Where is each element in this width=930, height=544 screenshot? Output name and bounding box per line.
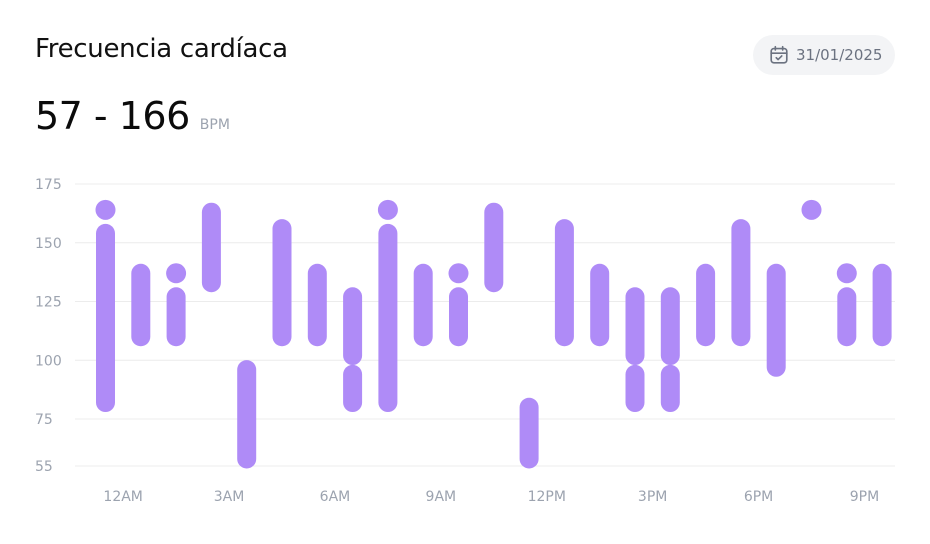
heart-rate-range-bar[interactable] [484, 202, 504, 293]
heart-rate-point[interactable] [801, 199, 822, 220]
x-tick-label: 6AM [320, 489, 351, 505]
heart-rate-range: 57 - 166 BPM [35, 94, 230, 138]
heart-rate-range-bar[interactable] [519, 397, 539, 469]
x-tick-label: 9PM [850, 489, 879, 505]
y-tick-label: 75 [35, 412, 53, 428]
heart-rate-range-bar[interactable] [449, 287, 468, 347]
heart-rate-range-bar[interactable] [625, 364, 645, 413]
heart-rate-range-bar[interactable] [696, 263, 716, 347]
heart-rate-range-bar[interactable] [660, 364, 680, 413]
heart-rate-range-bar[interactable] [413, 263, 433, 347]
heart-rate-range-bar[interactable] [272, 219, 292, 347]
heart-rate-range-bar[interactable] [625, 287, 645, 366]
y-tick-label: 150 [35, 236, 62, 252]
y-tick-label: 100 [35, 353, 62, 369]
heart-rate-range-bar[interactable] [201, 202, 221, 293]
heart-rate-range-bar[interactable] [766, 263, 786, 377]
heart-rate-range-bar[interactable] [237, 360, 257, 469]
heart-rate-point[interactable] [377, 199, 398, 220]
heart-rate-range-bar[interactable] [660, 287, 680, 366]
calendar-icon [770, 45, 788, 64]
y-tick-label: 175 [35, 177, 62, 193]
page-title: Frecuencia cardíaca [35, 34, 288, 64]
heart-rate-range-bar[interactable] [131, 263, 151, 347]
y-tick-label: 125 [35, 295, 62, 311]
heart-rate-range-bar[interactable] [378, 223, 398, 413]
date-label: 31/01/2025 [796, 46, 883, 64]
heart-rate-range-bar[interactable] [837, 287, 857, 347]
range-value: 57 - 166 [35, 94, 190, 138]
y-tick-label: 55 [35, 459, 53, 475]
x-tick-label: 9AM [426, 489, 457, 505]
heart-rate-range-bar[interactable] [307, 263, 327, 347]
x-tick-label: 12AM [103, 489, 142, 505]
heart-rate-range-bar[interactable] [343, 287, 363, 366]
heart-rate-range-bar[interactable] [96, 223, 115, 413]
heart-rate-range-bar[interactable] [166, 287, 186, 347]
heart-rate-range-bar[interactable] [731, 219, 751, 347]
date-picker-button[interactable]: 31/01/2025 [753, 35, 895, 75]
range-unit: BPM [199, 117, 230, 133]
heart-rate-range-bar[interactable] [872, 263, 892, 347]
x-tick-label: 12PM [528, 489, 566, 505]
heart-rate-range-bar[interactable] [343, 364, 363, 413]
x-tick-label: 6PM [744, 489, 773, 505]
heart-rate-point[interactable] [836, 263, 857, 284]
heart-rate-point[interactable] [166, 263, 187, 284]
heart-rate-range-bar[interactable] [554, 219, 574, 347]
x-tick-label: 3AM [214, 489, 245, 505]
heart-rate-range-bar[interactable] [590, 263, 610, 347]
x-tick-label: 3PM [638, 489, 667, 505]
heart-rate-point[interactable] [95, 199, 116, 220]
heart-rate-point[interactable] [448, 263, 469, 284]
